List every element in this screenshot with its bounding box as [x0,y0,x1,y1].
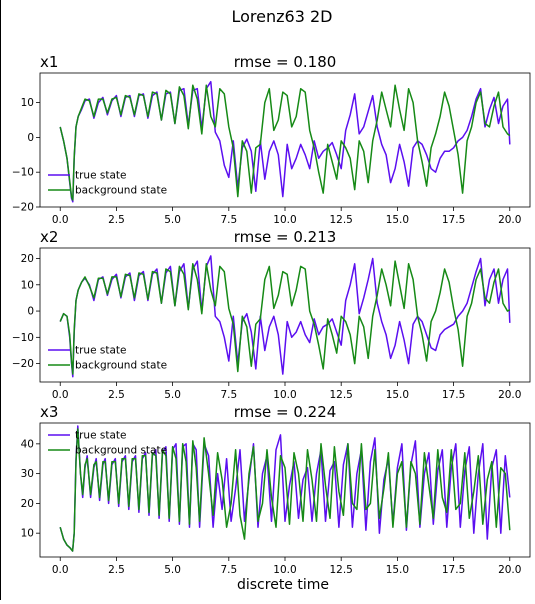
series-line-background-state [59,84,511,201]
panel-x1: 0.0 2.5 5.0 7.5 10.0 12.5 15.0 17.5 20.0 −20 −10 0 1… [12,53,531,226]
y-tick-label: 0 [27,306,34,318]
legend-label: background state [75,445,167,457]
x-tick-label: 15.0 [386,564,409,576]
x-tick-label: 7.5 [220,214,237,226]
left-border [0,0,1,600]
x-tick-label: 0.0 [52,389,69,401]
y-tick-label: 30 [21,468,34,480]
legend: true state background state [48,170,167,197]
x-tick-label: 15.0 [386,389,409,401]
panel-label: x1 [40,53,58,71]
x-tick-label: 12.5 [329,564,352,576]
legend-label: true state [75,170,127,182]
x-tick-label: 12.5 [329,214,352,226]
panel-x2: 0.0 2.5 5.0 7.5 10.0 12.5 15.0 17.5 20.0 −20 −10 0 1… [12,228,531,401]
x-tick-label: 17.5 [442,214,465,226]
series-line-background-state [59,428,511,552]
y-tick-label: 10 [21,279,34,291]
panel-x3: 0.0 2.5 5.0 7.5 10.0 12.5 15.0 17.5 20.0 10 20 30 40… [21,403,531,576]
x-tick-label: 20.0 [498,214,521,226]
x-tick-label: 10.0 [273,214,296,226]
y-tick-label: 10 [21,97,34,109]
x-tick-label: 17.5 [442,564,465,576]
x-tick-label: 15.0 [386,214,409,226]
figure-title: Lorenz63 2D [232,7,333,26]
legend: true state background state [48,430,167,457]
y-tick-label: 20 [21,253,34,265]
x-tick-label: 2.5 [108,389,125,401]
y-tick-label: −20 [12,202,34,214]
y-tick-label: −10 [12,167,34,179]
legend: true state background state [48,345,167,372]
y-tick-label: 40 [21,438,34,450]
panel-title: rmse = 0.213 [234,228,337,246]
x-tick-label: 10.0 [273,389,296,401]
panel-title: rmse = 0.180 [234,53,337,71]
y-tick-label: −20 [12,358,34,370]
y-tick-label: 20 [21,498,34,510]
panel-label: x3 [40,403,58,421]
x-tick-label: 7.5 [220,564,237,576]
x-tick-label: 12.5 [329,389,352,401]
x-tick-label: 20.0 [498,564,521,576]
legend-label: true state [75,345,127,357]
x-tick-label: 5.0 [164,214,181,226]
x-axis-label: discrete time [237,577,329,593]
x-tick-label: 5.0 [164,389,181,401]
x-tick-label: 0.0 [52,214,69,226]
panel-title: rmse = 0.224 [234,403,337,421]
x-tick-label: 2.5 [108,214,125,226]
axes-frame [39,422,531,558]
x-tick-label: 17.5 [442,389,465,401]
y-tick-label: −10 [12,332,34,344]
x-tick-label: 20.0 [498,389,521,401]
legend-label: background state [75,360,167,372]
y-tick-label: 0 [27,132,34,144]
x-tick-label: 7.5 [220,389,237,401]
panel-label: x2 [40,228,58,246]
legend-label: true state [75,430,127,442]
x-tick-label: 5.0 [164,564,181,576]
y-tick-label: 10 [21,528,34,540]
legend-label: background state [75,185,167,197]
x-tick-label: 2.5 [108,564,125,576]
x-tick-label: 0.0 [52,564,69,576]
series-line-background-state [59,260,511,375]
x-tick-label: 10.0 [273,564,296,576]
